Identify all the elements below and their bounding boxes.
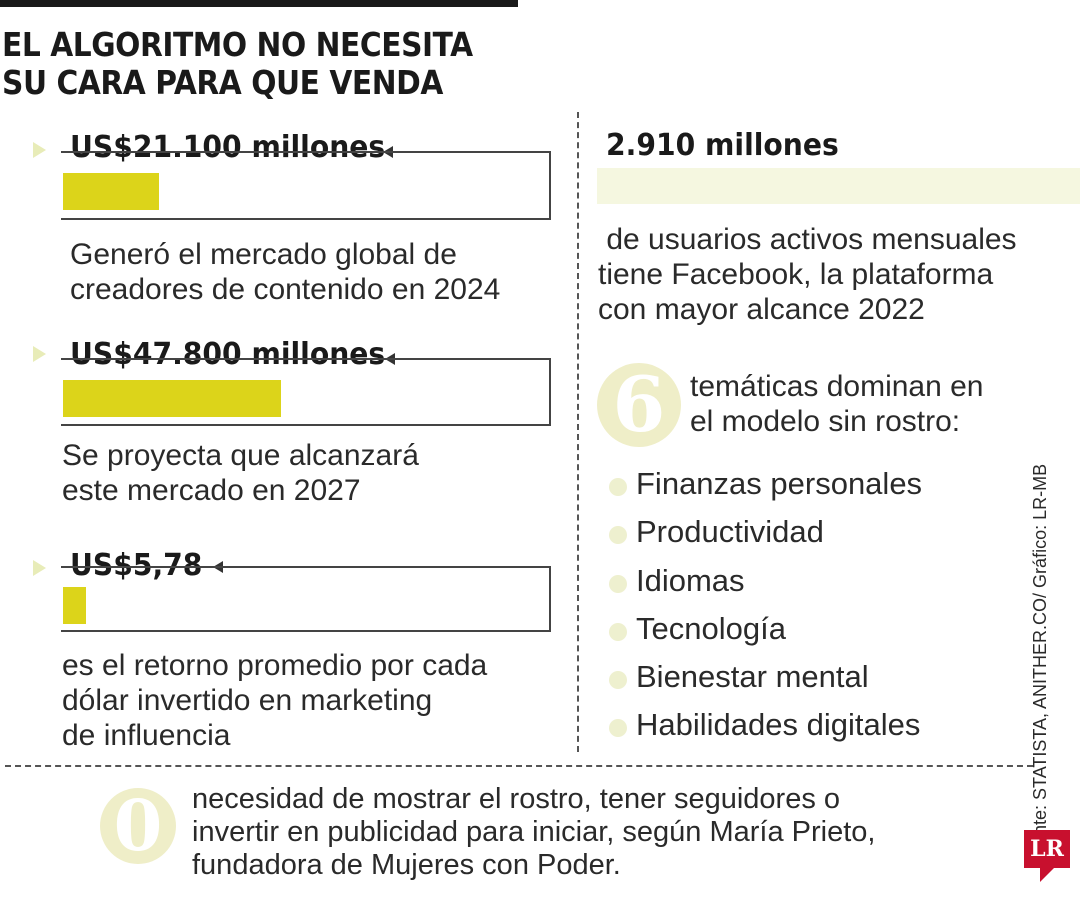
top-rule	[0, 0, 518, 7]
facebook-bar	[597, 168, 1080, 204]
bullet-dot-icon	[609, 526, 627, 544]
topic-item: Tecnología	[636, 611, 786, 646]
topic-item: Idiomas	[636, 563, 745, 598]
bullet-dot-icon	[609, 478, 627, 496]
stat-description: Generó el mercado global de creadores de…	[70, 237, 500, 307]
lr-logo: LR	[1024, 830, 1070, 868]
title-line-2: SU CARA PARA QUE VENDA	[2, 63, 443, 102]
bar-frame	[61, 358, 551, 426]
bar-mark	[63, 173, 159, 210]
facebook-description: de usuarios activos mensuales tiene Face…	[598, 222, 1017, 327]
facebook-value: 2.910 millones	[606, 128, 839, 163]
topics-intro-line: el modelo sin rostro:	[690, 405, 961, 438]
topics-intro: temáticas dominan en el modelo sin rostr…	[690, 369, 984, 439]
stat-description: Se proyecta que alcanzará este mercado e…	[62, 438, 419, 508]
footer-text-line: fundadora de Mujeres con Poder.	[192, 849, 621, 881]
footer-text-line: necesidad de mostrar el rostro, tener se…	[192, 783, 841, 815]
bullet-dot-icon	[609, 671, 627, 689]
bullet-dot-icon	[609, 623, 627, 641]
stat-description-line: dólar invertido en marketing	[62, 684, 433, 717]
topic-item: Habilidades digitales	[636, 707, 921, 742]
footer-number: 0	[100, 788, 176, 864]
stat-value: US$21.100 millones	[70, 130, 386, 165]
topics-intro-line: temáticas dominan en	[690, 370, 984, 403]
stat-value: US$47.800 millones	[70, 337, 386, 372]
bullet-triangle-icon	[33, 560, 46, 576]
facebook-description-line: de usuarios activos mensuales	[598, 223, 1017, 256]
footer-text: necesidad de mostrar el rostro, tener se…	[192, 783, 875, 882]
bar-frame	[61, 566, 551, 632]
stat-description-line: creadores de contenido en 2024	[70, 273, 501, 306]
bullet-dot-icon	[609, 575, 627, 593]
bullet-triangle-icon	[33, 142, 46, 158]
stat-description-line: Se proyecta que alcanzará	[62, 439, 419, 472]
bullet-triangle-icon	[33, 346, 46, 362]
title-line-1: EL ALGORITMO NO NECESITA	[2, 25, 473, 64]
bullet-dot-icon	[609, 719, 627, 737]
bar-mark	[63, 587, 86, 624]
horizontal-divider	[5, 765, 1033, 767]
facebook-description-line: tiene Facebook, la plataforma	[598, 258, 994, 291]
stat-description-line: este mercado en 2027	[62, 474, 361, 507]
stat-description-line: es el retorno promedio por cada	[62, 649, 488, 682]
bar-frame	[61, 151, 551, 220]
facebook-description-line: con mayor alcance 2022	[598, 293, 925, 326]
infographic-title: EL ALGORITMO NO NECESITA SU CARA PARA QU…	[2, 26, 473, 102]
topic-item: Finanzas personales	[636, 466, 923, 501]
topic-item: Bienestar mental	[636, 659, 869, 694]
vertical-divider	[577, 112, 579, 752]
stat-description: es el retorno promedio por cada dólar in…	[62, 648, 487, 753]
bar-mark	[63, 380, 281, 417]
stat-value: US$5,78	[70, 548, 203, 583]
source-credit: Fuente: STATISTA, ANITHER.CO/ Gráfico: L…	[1030, 463, 1050, 866]
topic-item: Productividad	[636, 514, 824, 549]
topics-count: 6	[597, 363, 681, 447]
stat-description-line: de influencia	[62, 719, 231, 752]
stat-description-line: Generó el mercado global de	[70, 238, 457, 271]
lr-logo-tail	[1040, 868, 1054, 882]
footer-text-line: invertir en publicidad para iniciar, seg…	[192, 816, 876, 848]
